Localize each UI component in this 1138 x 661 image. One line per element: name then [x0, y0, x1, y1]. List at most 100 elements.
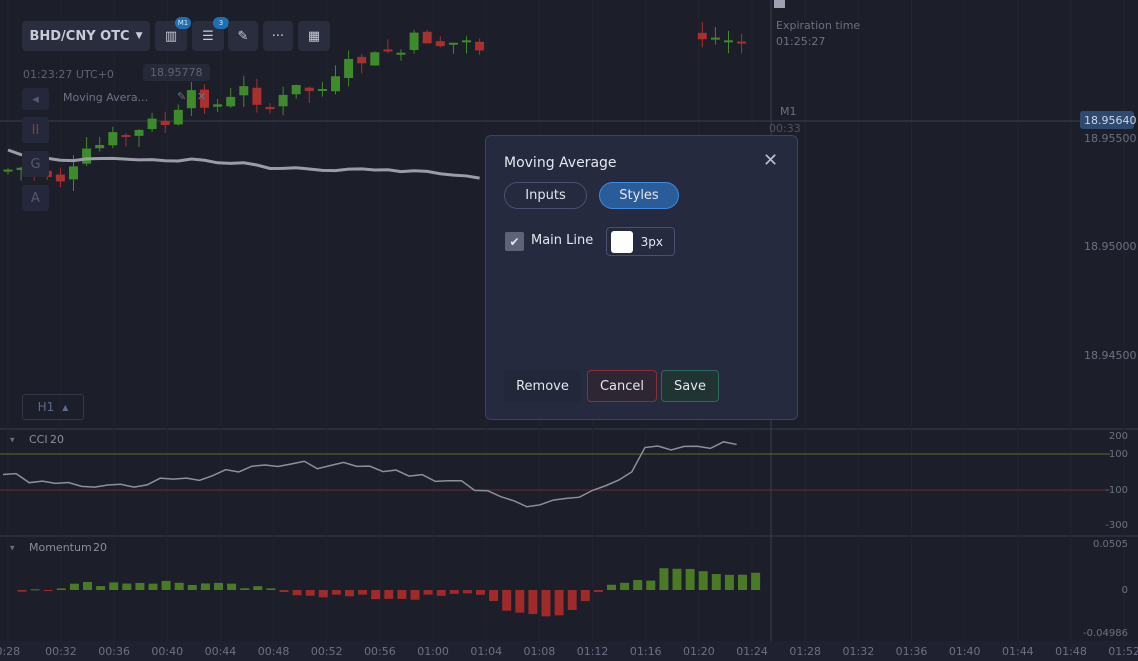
tab-styles[interactable]: Styles: [599, 182, 679, 209]
candle: [697, 32, 707, 40]
moving-average: [7, 148, 480, 180]
momentum-bar: [449, 590, 459, 594]
momentum-bar: [279, 590, 289, 593]
indicator-label: Moving Avera...: [63, 91, 149, 104]
momentum-bar: [174, 582, 184, 590]
tab-inputs[interactable]: Inputs: [504, 182, 587, 209]
close-icon[interactable]: ✕: [197, 90, 207, 103]
momentum-bar: [345, 590, 354, 597]
time-label: 01:12: [577, 645, 609, 658]
time-label: 01:16: [630, 645, 662, 658]
momentum-bar: [567, 590, 577, 611]
time-label: 00:48: [258, 645, 290, 658]
layout-button[interactable]: ▦: [298, 21, 330, 51]
collapse-button[interactable]: ◂: [22, 88, 49, 110]
price-label: 18.95500: [1084, 132, 1137, 145]
timer-frame: M1: [780, 105, 797, 118]
candle: [317, 88, 327, 91]
candle: [409, 32, 419, 51]
candle: [370, 52, 380, 66]
time-label: 00:44: [205, 645, 237, 658]
momentum-bar: [148, 583, 158, 590]
expiration-time: 01:25:27: [776, 35, 825, 48]
line-style[interactable]: 3px: [606, 227, 675, 256]
momentum-bar: [436, 590, 446, 596]
indicators-badge: 3: [213, 17, 229, 29]
flag: [774, 0, 785, 8]
cancel-button[interactable]: Cancel: [587, 370, 657, 402]
momentum-bar: [607, 584, 616, 590]
candle: [252, 87, 262, 105]
period-selector[interactable]: H1 ▲: [22, 394, 84, 420]
momentum-bar: [502, 590, 512, 611]
panel-separator: [0, 535, 1138, 537]
candle: [213, 104, 223, 107]
checkbox[interactable]: ✔: [505, 232, 524, 251]
dialog-close[interactable]: ✕: [763, 150, 779, 171]
side-button[interactable]: A: [22, 185, 49, 211]
momentum-bar: [489, 590, 499, 601]
current-price: 18.95640: [1084, 114, 1137, 127]
momentum-bar: [554, 590, 564, 616]
momentum-name: Momentum: [29, 541, 92, 554]
save-button[interactable]: Save: [661, 370, 719, 402]
more-button[interactable]: ···: [263, 21, 293, 51]
candle: [160, 120, 170, 126]
time-label: 01:20: [683, 645, 715, 658]
momentum-bar: [69, 583, 79, 590]
momentum-bar: [410, 590, 420, 600]
time-label: 01:32: [843, 645, 875, 658]
candle: [448, 42, 458, 45]
current-price-bg: [1080, 111, 1134, 129]
time-label: 00:32: [45, 645, 77, 658]
momentum-bar: [187, 584, 197, 590]
remove-button[interactable]: Remove: [504, 370, 581, 402]
cci-level-label: -100: [1105, 485, 1128, 496]
price-tag: 18.95778: [143, 64, 210, 81]
time-label: 01:36: [896, 645, 928, 658]
period: H1: [37, 400, 55, 414]
momentum-bar: [685, 568, 695, 590]
momentum-period: 20: [93, 541, 107, 554]
momentum-bar: [659, 568, 669, 590]
momentum-bar: [620, 582, 630, 590]
edit-icon[interactable]: ✎: [177, 90, 187, 103]
momentum-bar: [266, 588, 276, 590]
candle: [55, 174, 65, 182]
time-label: 01:24: [736, 645, 768, 658]
candle: [16, 167, 26, 170]
candle: [422, 31, 432, 44]
momentum-bar: [56, 588, 66, 590]
momentum-bar: [672, 568, 682, 590]
momentum-bar: [200, 583, 210, 590]
time-label: 01:00: [417, 645, 449, 658]
cci-period: 20: [50, 433, 64, 446]
side-button[interactable]: G: [22, 151, 49, 177]
panel-separator: [0, 428, 1138, 430]
time-label: 01:28: [789, 645, 821, 658]
option-label: Main Line: [531, 233, 594, 248]
momentum-bar: [305, 590, 315, 596]
symbol-selector[interactable]: BHD/CNY OTC ▼: [22, 21, 150, 51]
candle: [383, 49, 393, 52]
candle: [173, 109, 183, 125]
candle: [108, 132, 118, 146]
cci-name: CCI: [29, 433, 48, 446]
time-label: 00:56: [364, 645, 396, 658]
momentum-bar: [109, 582, 119, 590]
drawing-button[interactable]: ✎: [228, 21, 258, 51]
momentum-bar: [83, 581, 92, 590]
side-button[interactable]: II: [22, 117, 49, 143]
momentum-bar: [358, 590, 368, 595]
momentum-bar: [161, 580, 171, 590]
candle: [239, 86, 249, 96]
price-label: 18.95000: [1084, 240, 1137, 253]
time-label: 00:36: [98, 645, 130, 658]
cci-level-label: 200: [1109, 431, 1128, 442]
momentum-bar: [292, 590, 302, 596]
color-swatch: [611, 231, 633, 253]
time-axis: [0, 641, 1138, 661]
candle: [278, 94, 288, 107]
candle: [724, 40, 733, 43]
